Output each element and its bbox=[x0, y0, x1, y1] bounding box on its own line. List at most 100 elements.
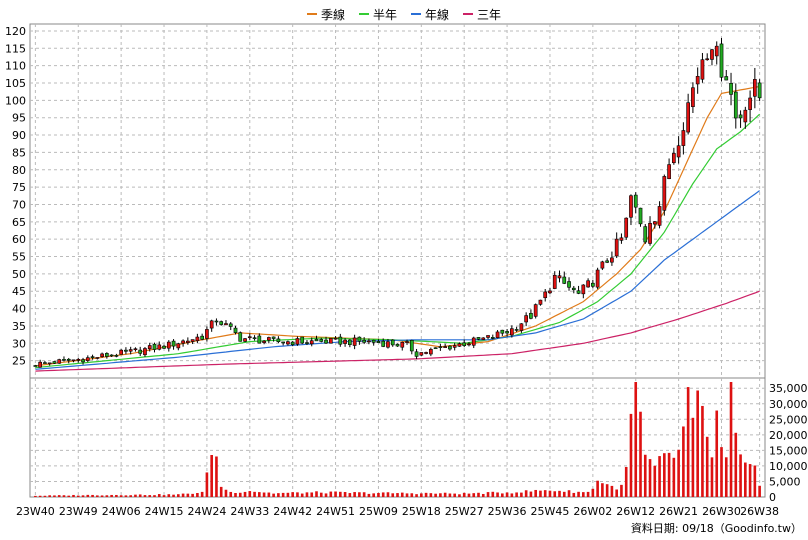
price-tick-label: 95 bbox=[12, 112, 26, 125]
volume-bar bbox=[720, 447, 723, 497]
candle-body bbox=[748, 97, 752, 110]
candle-body bbox=[743, 109, 748, 123]
candle-body bbox=[495, 331, 500, 338]
candle-body bbox=[657, 206, 662, 226]
volume-bar bbox=[91, 494, 94, 497]
volume-bar bbox=[343, 492, 347, 497]
volume-bar bbox=[491, 491, 495, 497]
volume-bar bbox=[115, 494, 118, 497]
volume-bar bbox=[477, 492, 480, 497]
candle-body bbox=[681, 130, 686, 146]
candle-body bbox=[119, 349, 123, 355]
x-tick-label: 25W45 bbox=[531, 505, 570, 518]
x-tick-label: 26W02 bbox=[573, 505, 612, 518]
candle-body bbox=[562, 276, 567, 284]
candle-body bbox=[114, 355, 119, 357]
candle-body bbox=[138, 349, 143, 354]
volume-bar bbox=[129, 495, 132, 497]
volume-bar bbox=[310, 492, 314, 497]
candle-body bbox=[200, 335, 204, 340]
volume-bar bbox=[467, 493, 471, 497]
candle-body bbox=[595, 269, 600, 288]
candle-body bbox=[247, 336, 252, 339]
candle-body bbox=[505, 331, 509, 334]
volume-bar bbox=[329, 491, 333, 497]
volume-bar bbox=[582, 492, 585, 497]
candle-body bbox=[252, 337, 257, 340]
candle-body bbox=[57, 359, 62, 364]
volume-bar bbox=[186, 493, 190, 497]
volume-bar bbox=[362, 492, 366, 497]
candle-body bbox=[324, 339, 328, 344]
candle-body bbox=[409, 339, 414, 352]
volume-bar bbox=[238, 492, 242, 497]
volume-bar bbox=[319, 492, 323, 497]
volume-bar bbox=[348, 493, 352, 497]
candle-body bbox=[714, 45, 719, 57]
candle-body bbox=[333, 337, 338, 340]
volume-bar bbox=[167, 494, 171, 497]
volume-bar bbox=[496, 492, 499, 497]
candle-body bbox=[171, 340, 176, 347]
candle-body bbox=[85, 357, 90, 361]
volume-bar bbox=[100, 495, 104, 497]
volume-bar bbox=[572, 492, 576, 497]
volume-bar bbox=[277, 493, 280, 497]
volume-bar bbox=[653, 465, 657, 497]
candle-body bbox=[95, 357, 100, 359]
legend-swatch bbox=[411, 13, 421, 15]
volume-bar bbox=[672, 457, 676, 497]
volume-bar bbox=[119, 495, 123, 497]
candle-body bbox=[348, 339, 352, 345]
volume-panel bbox=[29, 377, 766, 498]
candle-body bbox=[147, 345, 152, 350]
candle-body bbox=[33, 365, 38, 367]
volume-bar bbox=[591, 488, 595, 497]
candle-body bbox=[338, 336, 343, 345]
volume-bar bbox=[267, 492, 271, 497]
volume-bar bbox=[539, 490, 542, 497]
candle-body bbox=[290, 341, 295, 345]
candle-body bbox=[610, 257, 614, 263]
volume-bar bbox=[420, 493, 423, 497]
candle-body bbox=[471, 337, 476, 346]
candle-body bbox=[452, 345, 457, 348]
candle-body bbox=[514, 329, 519, 331]
volume-bar bbox=[191, 493, 194, 497]
volume-bar bbox=[34, 495, 37, 497]
volume-bar bbox=[601, 483, 604, 497]
volume-tick-label: 0 bbox=[769, 491, 776, 504]
candle-body bbox=[257, 335, 262, 344]
volume-bar bbox=[462, 492, 466, 497]
volume-bar bbox=[515, 492, 518, 497]
candle-body bbox=[100, 353, 104, 357]
ma-line bbox=[35, 290, 760, 372]
volume-bar bbox=[696, 390, 699, 497]
candle-body bbox=[152, 343, 157, 350]
legend-item-2: 年線 bbox=[411, 6, 449, 23]
volume-bar bbox=[682, 426, 685, 497]
volume-bar bbox=[543, 490, 547, 497]
price-tick-label: 115 bbox=[5, 42, 26, 55]
candle-body bbox=[343, 339, 347, 344]
candle-body bbox=[271, 336, 276, 339]
volume-bar bbox=[48, 495, 51, 497]
volume-bar bbox=[458, 494, 461, 497]
candle-body bbox=[224, 323, 228, 326]
volume-bar bbox=[196, 493, 199, 497]
candle-body bbox=[66, 358, 71, 361]
candle-body bbox=[486, 335, 490, 338]
candle-body bbox=[105, 353, 109, 357]
legend-item-1: 半年 bbox=[358, 6, 397, 23]
volume-tick-label: 35,000 bbox=[769, 382, 808, 395]
volume-bar bbox=[658, 456, 661, 497]
candle-body bbox=[619, 237, 624, 241]
volume-bar bbox=[610, 485, 614, 497]
volume-bar bbox=[300, 493, 304, 497]
volume-bar bbox=[215, 456, 218, 497]
price-tick-label: 105 bbox=[5, 77, 26, 90]
candle-body bbox=[376, 340, 381, 343]
x-tick-label: 24W24 bbox=[187, 505, 226, 518]
volume-bar bbox=[562, 491, 566, 497]
